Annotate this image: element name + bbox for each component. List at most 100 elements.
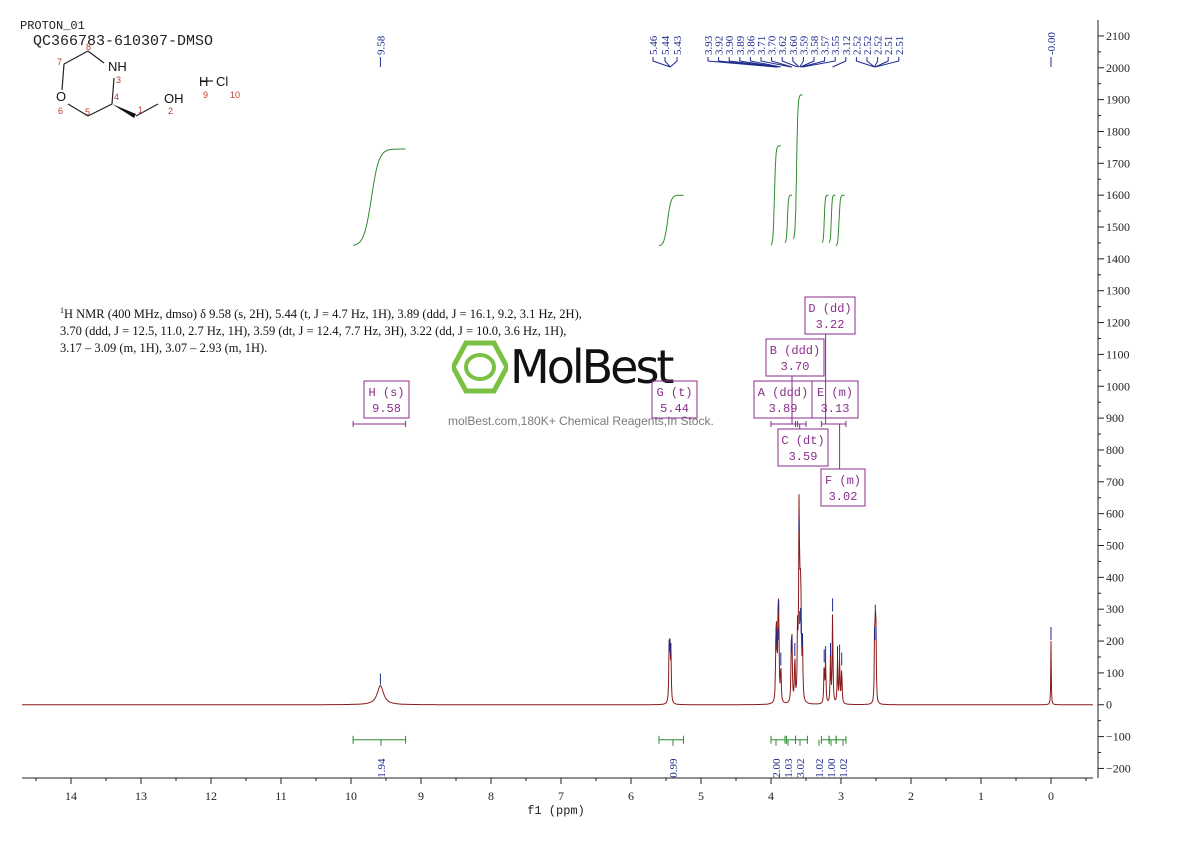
peak-label-leader: [875, 57, 900, 68]
peak-label-leader: [718, 57, 777, 68]
peak-label-leader: [664, 57, 671, 68]
multiplet-boxes: H (s) 9.58 G (t) 5.44 A (ddd) 3.89 B (ddd) 3.70…: [352, 296, 866, 507]
integral-value: 0.99: [668, 758, 680, 778]
peak-label: 3.89: [735, 35, 747, 55]
multiplet-type: E (m): [817, 386, 853, 400]
multiplet-shift: 5.44: [660, 402, 689, 416]
peak-label: 3.71: [756, 36, 768, 55]
y-tick-label: −100: [1106, 730, 1131, 744]
x-axis-title: f1 (ppm): [527, 804, 585, 818]
y-tick-label: 1400: [1106, 252, 1130, 266]
atom-label: H: [199, 74, 208, 89]
x-tick-label: 0: [1048, 789, 1054, 803]
x-tick-label: 8: [488, 789, 494, 803]
peak-label: 3.90: [724, 35, 736, 55]
integral-curve: [784, 194, 792, 243]
y-tick-label: 1500: [1106, 220, 1130, 234]
multiplet-box: [651, 380, 698, 419]
peak-label-leader: [728, 57, 779, 68]
peak-label: 3.92: [714, 36, 726, 55]
y-tick-label: 1200: [1106, 316, 1130, 330]
bond: [61, 63, 65, 91]
y-tick-label: 700: [1106, 475, 1124, 489]
atom-number: 3: [116, 75, 121, 85]
x-tick-label: 7: [558, 789, 564, 803]
y-tick-label: 0: [1106, 698, 1112, 712]
peak-label: 3.62: [777, 36, 789, 55]
multiplet-type: G (t): [656, 386, 692, 400]
integral-curve: [658, 194, 684, 247]
integral-curves: [352, 94, 845, 247]
molbest-logo-text: MolBest: [510, 340, 674, 394]
bond: [111, 77, 115, 105]
atom-number: 7: [57, 57, 62, 67]
multiplet-shift: 3.13: [821, 402, 850, 416]
multiplet-type: C (dt): [781, 434, 824, 448]
description-line-2: 3.70 (ddd, J = 12.5, 11.0, 2.7 Hz, 1H), …: [60, 324, 567, 339]
peak-label: 3.12: [841, 36, 853, 55]
y-tick-label: 600: [1106, 507, 1124, 521]
atom-number: 6: [58, 106, 63, 116]
y-tick-label: 2000: [1106, 61, 1130, 75]
peak-label: 3.59: [798, 35, 810, 55]
y-tick-label: 100: [1106, 666, 1124, 680]
x-tick-label: 12: [205, 789, 217, 803]
x-tick-label: 3: [838, 789, 844, 803]
nmr-description: 1H NMR (400 MHz, dmso) δ 9.58 (s, 2H), 5…: [60, 302, 680, 357]
x-tick-label: 13: [135, 789, 147, 803]
y-tick-label: 500: [1106, 539, 1124, 553]
integral-value: 1.02: [838, 759, 850, 778]
peak-label-leader: [832, 57, 847, 68]
integral-value: 1.94: [376, 758, 388, 778]
multiplet-shift: 3.70: [781, 360, 810, 374]
y-tick-label: 1600: [1106, 188, 1130, 202]
multiplet-shift: 3.02: [829, 490, 858, 504]
multiplet-box: [765, 338, 825, 377]
bond: [135, 103, 159, 117]
x-tick-label: 4: [768, 789, 774, 803]
peak-label: 2.51: [894, 36, 906, 55]
atom-number: 5: [85, 107, 90, 117]
peak-label: 2.52: [851, 36, 863, 55]
atom-number: 8: [86, 42, 91, 52]
integral-curve: [835, 194, 845, 247]
peak-label: 2.51: [883, 36, 895, 55]
peak-label: 2.52: [862, 36, 874, 55]
peak-label-leader: [771, 57, 793, 68]
x-tick-label: 9: [418, 789, 424, 803]
atom-label: Cl: [216, 74, 228, 89]
atom-number: 9: [203, 90, 208, 100]
description-line-1: H NMR (400 MHz, dmso) δ 9.58 (s, 2H), 5.…: [64, 307, 582, 322]
y-tick-label: 200: [1106, 634, 1124, 648]
y-tick-label: 1700: [1106, 156, 1130, 170]
multiplet-shift: 3.59: [789, 450, 818, 464]
peak-label: -0.00: [1046, 32, 1058, 55]
atom-label: OH: [164, 91, 184, 106]
description-line-3: 3.17 – 3.09 (m, 1H), 3.07 – 2.93 (m, 1H)…: [60, 341, 268, 356]
multiplet-shift: 9.58: [372, 402, 401, 416]
bond: [87, 50, 105, 64]
peak-label: 3.58: [809, 35, 821, 55]
y-tick-label: 1100: [1106, 347, 1130, 361]
x-tick-label: 10: [345, 789, 357, 803]
x-tick-label: 1: [978, 789, 984, 803]
integral-value: 1.00: [826, 758, 838, 778]
multiplet-box: [804, 296, 856, 335]
peak-label-leader: [875, 57, 889, 68]
integral-curve: [821, 194, 829, 243]
peak-label: 2.52: [873, 36, 885, 55]
integral-value: 3.02: [795, 759, 807, 778]
peak-label-leader: [866, 57, 875, 68]
peak-label: 9.58: [375, 35, 387, 55]
atom-number: 1: [138, 105, 143, 115]
y-tick-label: 2100: [1106, 29, 1130, 43]
multiplet-type: H (s): [368, 386, 404, 400]
multiplet-type: B (ddd): [770, 344, 820, 358]
molbest-tagline: molBest.com,180K+ Chemical Reagents,In S…: [448, 414, 714, 428]
x-tick-label: 6: [628, 789, 634, 803]
sample-name: QC366783-610307-DMSO: [33, 33, 214, 50]
y-tick-label: 400: [1106, 570, 1124, 584]
bond: [67, 103, 89, 117]
